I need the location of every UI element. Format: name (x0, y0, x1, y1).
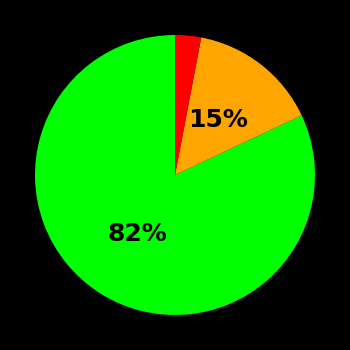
Wedge shape (175, 37, 302, 175)
Wedge shape (175, 35, 201, 175)
Wedge shape (35, 35, 315, 315)
Text: 15%: 15% (188, 108, 248, 132)
Text: 82%: 82% (107, 222, 167, 246)
